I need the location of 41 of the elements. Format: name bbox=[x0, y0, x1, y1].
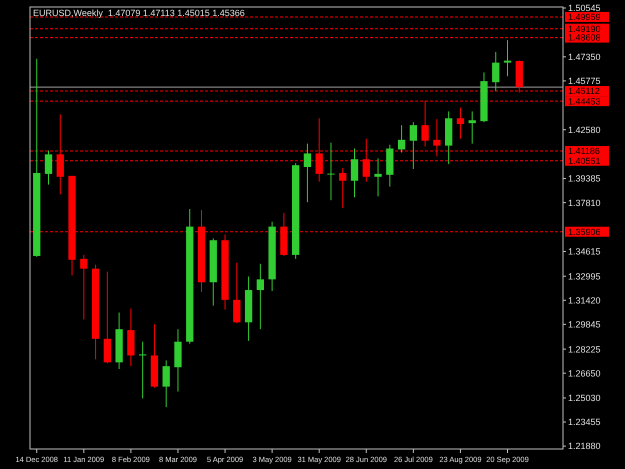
ref-line-label: 1.48608 bbox=[568, 32, 601, 43]
y-tick-label: 1.45775 bbox=[568, 76, 601, 86]
candlestick bbox=[504, 40, 512, 77]
ref-line-label: 1.41186 bbox=[568, 146, 600, 156]
candlestick bbox=[104, 271, 111, 364]
ref-line-label: 1.40551 bbox=[568, 156, 601, 166]
y-tick-label: 1.31420 bbox=[568, 295, 601, 306]
candlestick bbox=[339, 168, 346, 209]
candlestick bbox=[44, 150, 52, 186]
candlestick bbox=[162, 360, 170, 408]
candlestick bbox=[456, 107, 464, 140]
y-tick-label: 1.47350 bbox=[568, 52, 601, 62]
y-tick-label: 1.26650 bbox=[568, 368, 601, 378]
y-tick-label: 1.23455 bbox=[568, 417, 601, 428]
ref-line-label: 1.45112 bbox=[568, 86, 600, 96]
y-tick-label: 1.42580 bbox=[568, 124, 601, 135]
ref-line-label: 1.49959 bbox=[568, 12, 601, 22]
y-tick-label: 1.21880 bbox=[568, 441, 601, 452]
candlestick bbox=[256, 263, 264, 330]
y-tick-label: 1.37810 bbox=[568, 198, 601, 208]
y-tick-label: 1.25030 bbox=[568, 393, 601, 404]
y-tick-label: 1.50545 bbox=[568, 3, 601, 14]
ref-line-label: 1.35906 bbox=[568, 226, 601, 237]
ref-line-label: 1.44453 bbox=[568, 96, 601, 106]
y-tick-label: 1.39385 bbox=[568, 174, 601, 184]
chart-title: EURUSD,Weekly 1.47079 1.47113 1.45015 1.45366 bbox=[33, 8, 245, 18]
y-tick-label: 1.32995 bbox=[568, 271, 601, 282]
candlestick bbox=[410, 122, 418, 170]
ref-line-label: 1.49190 bbox=[568, 24, 601, 34]
candlestick bbox=[139, 341, 146, 399]
candlestick bbox=[374, 158, 382, 197]
candlestick bbox=[350, 148, 358, 198]
y-tick-label: 1.34615 bbox=[568, 246, 601, 257]
y-tick-label: 1.28225 bbox=[568, 344, 601, 354]
candlestick bbox=[327, 142, 335, 201]
candlestick bbox=[80, 254, 88, 320]
candlestick bbox=[304, 143, 312, 203]
candlestick bbox=[492, 51, 500, 92]
y-tick-label: 1.29845 bbox=[568, 320, 601, 330]
candlestick bbox=[398, 124, 406, 153]
candlestick bbox=[233, 262, 240, 324]
